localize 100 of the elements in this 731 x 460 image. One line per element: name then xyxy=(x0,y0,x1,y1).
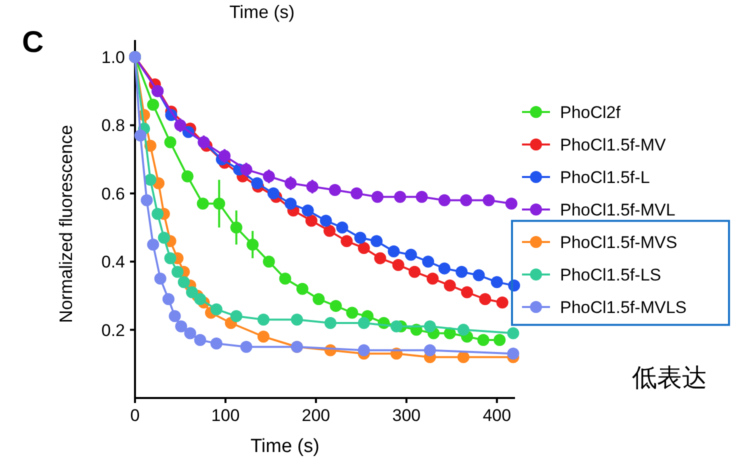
point xyxy=(186,286,198,298)
point xyxy=(140,194,153,206)
point xyxy=(507,348,520,360)
point xyxy=(279,272,292,285)
legend-label: PhoCl1.5f-MV xyxy=(560,136,666,154)
point xyxy=(158,232,170,244)
point xyxy=(312,293,325,306)
text: 低表达 xyxy=(632,364,707,392)
point xyxy=(144,174,156,186)
x-tick-label: 0 xyxy=(130,406,140,425)
point xyxy=(505,198,518,210)
y-tick-label: 1.0 xyxy=(101,48,125,68)
text: C xyxy=(22,26,44,59)
point xyxy=(184,327,196,340)
point xyxy=(416,190,428,203)
legend-label: PhoCl1.5f-MVLS xyxy=(560,298,687,317)
point xyxy=(147,98,160,111)
point xyxy=(194,293,206,306)
point xyxy=(424,344,436,356)
point xyxy=(444,279,456,292)
legend-label: PhoCl1.5f-LS xyxy=(560,266,662,284)
point xyxy=(210,337,222,350)
point xyxy=(168,310,181,322)
point xyxy=(354,232,366,244)
point xyxy=(257,330,270,343)
point xyxy=(175,320,188,332)
point xyxy=(306,180,318,193)
point xyxy=(392,259,404,272)
point xyxy=(164,136,176,148)
point xyxy=(496,296,508,309)
point xyxy=(388,245,400,258)
point xyxy=(134,129,146,142)
point xyxy=(305,214,318,227)
point xyxy=(340,235,353,248)
point xyxy=(336,222,348,234)
point xyxy=(482,194,495,206)
point xyxy=(358,316,370,329)
point xyxy=(284,198,297,210)
point xyxy=(172,266,184,278)
x-tick-label: 300 xyxy=(392,406,421,425)
point xyxy=(154,272,166,285)
point xyxy=(328,184,341,196)
point xyxy=(320,214,332,227)
point xyxy=(210,303,222,316)
point xyxy=(230,310,242,322)
point xyxy=(240,340,252,353)
x-tick-label: 100 xyxy=(211,406,240,425)
point xyxy=(374,252,386,264)
point xyxy=(472,269,485,282)
point xyxy=(296,282,308,295)
point xyxy=(456,266,468,278)
point xyxy=(370,235,383,248)
point xyxy=(147,238,160,251)
point xyxy=(424,320,436,332)
point xyxy=(284,177,297,190)
point xyxy=(218,150,231,162)
x-tick-label: 200 xyxy=(302,406,330,425)
point xyxy=(230,222,242,234)
point xyxy=(457,351,470,364)
point xyxy=(494,334,506,346)
point xyxy=(330,300,342,312)
point xyxy=(324,316,336,329)
point xyxy=(408,266,421,278)
y-tick-label: 0.2 xyxy=(101,320,125,340)
point xyxy=(438,262,450,274)
point xyxy=(477,334,490,346)
point xyxy=(346,306,358,319)
point xyxy=(358,242,370,254)
x-axis-title: Time (s) xyxy=(250,436,320,457)
point xyxy=(213,198,226,210)
point xyxy=(324,224,336,237)
text: Time (s) xyxy=(229,2,295,22)
point xyxy=(350,187,363,200)
point xyxy=(152,208,164,220)
point xyxy=(371,190,384,203)
point xyxy=(479,293,492,306)
y-tick-label: 0.4 xyxy=(101,252,125,272)
point xyxy=(267,187,280,200)
point xyxy=(507,327,520,340)
point xyxy=(290,314,303,326)
point xyxy=(460,194,472,206)
point xyxy=(251,177,264,190)
y-tick-label: 0.6 xyxy=(101,184,125,204)
point xyxy=(164,252,176,264)
point xyxy=(426,272,439,285)
point xyxy=(390,320,402,332)
point xyxy=(404,248,417,261)
point xyxy=(461,286,474,298)
y-axis-title: Normalized fluorescence xyxy=(56,124,76,324)
point xyxy=(194,334,206,346)
point xyxy=(358,344,370,356)
point xyxy=(422,256,434,268)
point xyxy=(257,314,270,326)
point xyxy=(162,293,174,306)
point xyxy=(181,170,194,182)
point xyxy=(457,324,470,336)
legend-label: PhoCl1.5f-MVS xyxy=(560,233,678,252)
point xyxy=(178,276,190,288)
point xyxy=(262,170,275,182)
point xyxy=(240,164,252,176)
